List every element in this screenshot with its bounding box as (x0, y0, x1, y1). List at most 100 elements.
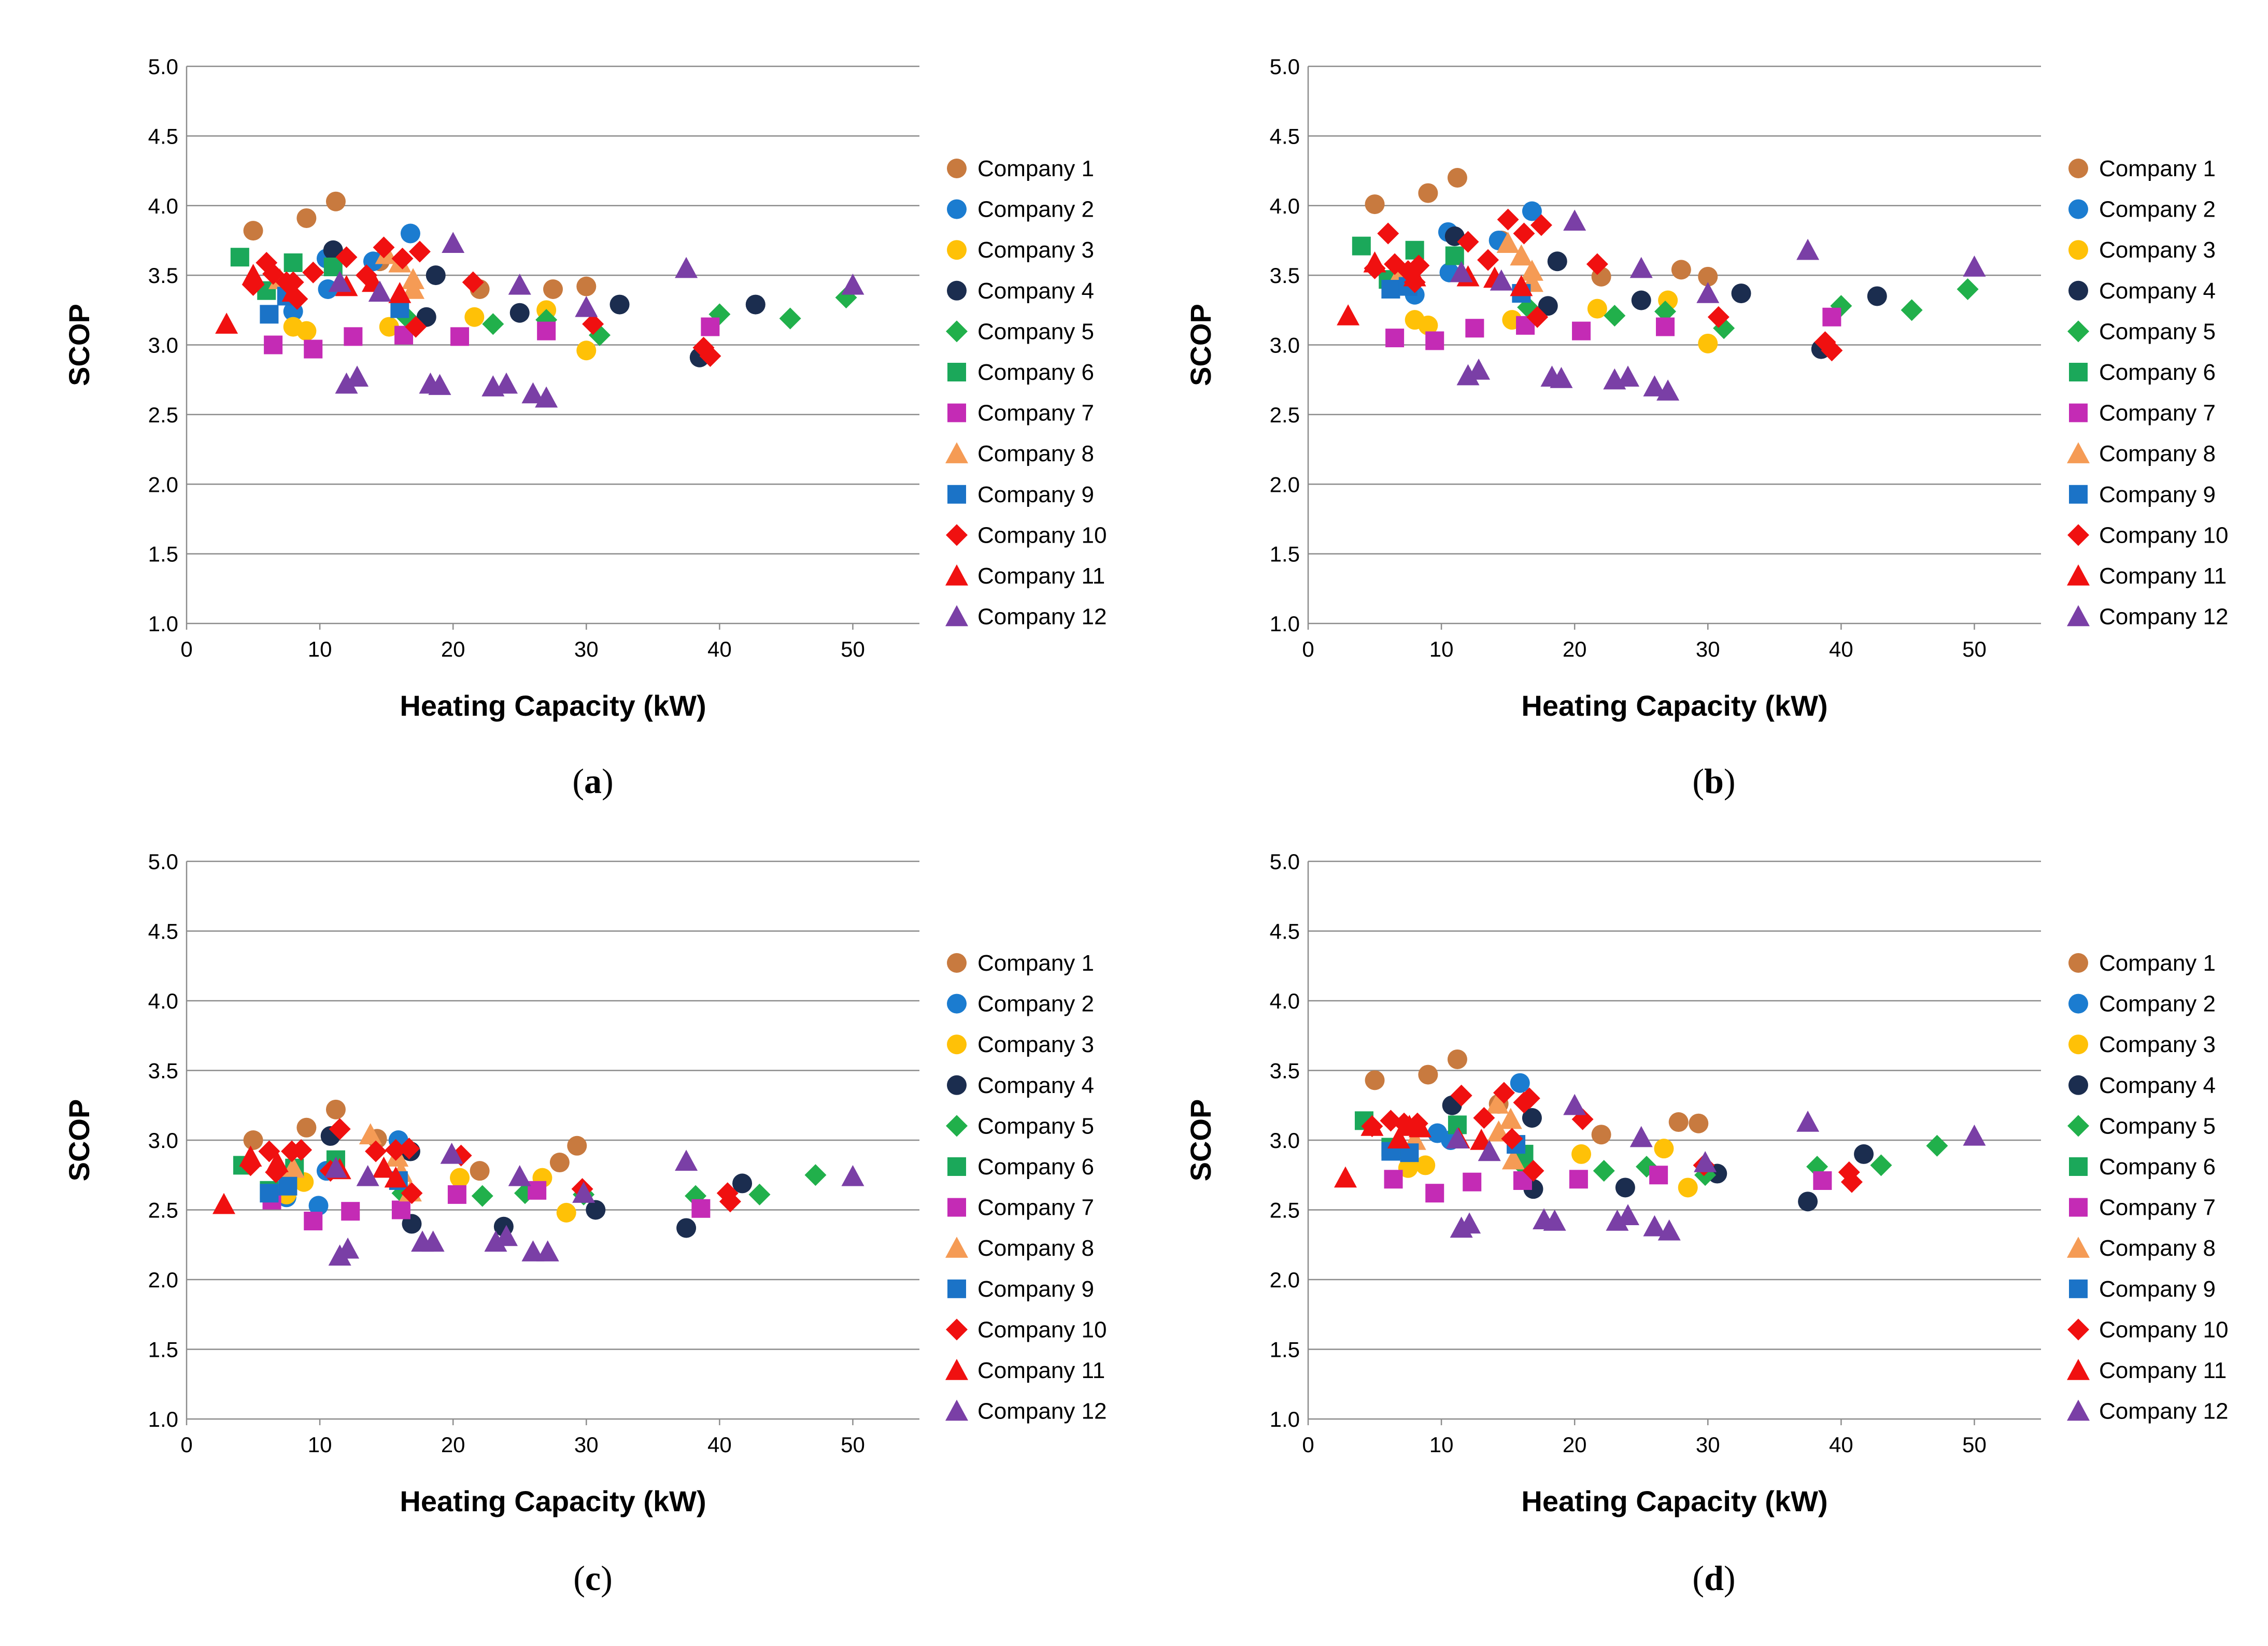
data-point (1593, 1160, 1615, 1182)
x-tick-label: 0 (180, 637, 192, 661)
legend-item: Company 5 (946, 319, 1094, 344)
data-point (1707, 306, 1730, 328)
x-axis-title: Heating Capacity (kW) (400, 689, 706, 722)
data-point (296, 1117, 317, 1138)
legend-label: Company 12 (2099, 604, 2228, 630)
legend-marker (945, 1237, 968, 1258)
legend-item: Company 4 (2068, 278, 2216, 304)
data-point (575, 295, 598, 317)
data-point (215, 313, 238, 334)
data-point (1530, 214, 1552, 236)
legend-marker (947, 1198, 966, 1217)
data-point (304, 1212, 323, 1231)
legend-marker (2067, 1318, 2089, 1341)
legend-item: Company 6 (2069, 360, 2216, 385)
data-point (1458, 1212, 1481, 1234)
legend-marker (2069, 1198, 2088, 1217)
y-tick-label: 4.0 (148, 989, 178, 1013)
legend-label: Company 6 (2099, 360, 2216, 385)
data-point (1654, 1139, 1674, 1159)
data-point (482, 313, 504, 335)
legend-item: Company 12 (945, 604, 1107, 630)
x-tick-label: 20 (441, 637, 465, 661)
legend-marker (2067, 1237, 2090, 1258)
data-point (484, 1230, 507, 1252)
data-point (1457, 231, 1479, 253)
legend-marker (2068, 1075, 2088, 1095)
data-point (1957, 278, 1979, 300)
data-point (400, 223, 420, 244)
legend-marker (2069, 363, 2088, 381)
x-tick-label: 50 (1962, 637, 1987, 661)
data-point (576, 340, 597, 361)
legend-marker (947, 159, 967, 178)
legend-marker (945, 605, 968, 627)
data-point (372, 1156, 395, 1178)
data-point (1398, 1158, 1418, 1178)
y-tick-label: 3.0 (1270, 333, 1300, 358)
data-point (356, 1165, 379, 1186)
series-company-7 (1385, 307, 1841, 350)
legend-marker (2067, 1359, 2090, 1380)
legend-label: Company 12 (977, 604, 1107, 630)
data-point (1501, 1128, 1523, 1150)
legend-marker (2067, 1115, 2089, 1137)
legend-item: Company 10 (2067, 1317, 2228, 1342)
data-point (346, 365, 369, 387)
legend-item: Company 10 (2067, 522, 2228, 548)
data-point (675, 1150, 698, 1171)
data-point (1643, 375, 1666, 396)
legend-item: Company 12 (2067, 604, 2228, 630)
legend-marker (2069, 1157, 2088, 1176)
legend-marker (2068, 1034, 2088, 1055)
legend: Company 1 Company 2 Company 3 Company 4 Comp… (2067, 950, 2228, 1424)
data-point (242, 264, 265, 285)
legend-item: Company 9 (947, 1276, 1094, 1302)
legend-item: Company 11 (2067, 1358, 2227, 1383)
legend-item: Company 2 (2068, 991, 2216, 1017)
legend-marker (947, 994, 967, 1014)
data-point (586, 1200, 606, 1220)
data-point (447, 1185, 466, 1204)
legend: Company 1 Company 2 Company 3 Company 4 Comp… (945, 156, 1107, 630)
data-point (1617, 1204, 1640, 1225)
legend-marker (2067, 442, 2090, 463)
legend-item: Company 7 (2069, 1195, 2216, 1221)
x-tick-label: 10 (1429, 637, 1454, 661)
legend-item: Company 12 (2067, 1399, 2228, 1424)
y-axis-title: SCOP (1184, 304, 1217, 386)
legend-marker (946, 1115, 968, 1137)
x-tick-label: 50 (1962, 1432, 1987, 1457)
legend-label: Company 3 (977, 1032, 1094, 1057)
legend-marker (945, 1399, 968, 1421)
y-tick-label: 3.0 (148, 333, 178, 358)
y-tick-label: 1.5 (1270, 542, 1300, 566)
data-point (1450, 261, 1473, 282)
data-point (402, 278, 425, 299)
x-tick-label: 10 (308, 637, 332, 661)
y-tick-label: 5.0 (1270, 849, 1300, 874)
series-company-7 (1384, 1166, 1832, 1203)
data-point (745, 294, 766, 315)
legend: Company 1 Company 2 Company 3 Company 4 Comp… (945, 950, 1107, 1424)
panel-c: 1.0 1.5 2.0 2.5 3.0 3.5 4.0 4.5 5.0 0 10 20 30 40 50 He… (63, 849, 1107, 1598)
data-point (535, 386, 558, 408)
legend-marker (947, 1075, 967, 1095)
data-point (359, 1123, 382, 1144)
data-point (1821, 339, 1843, 362)
data-point (278, 1176, 297, 1196)
legend-item: Company 6 (947, 1154, 1094, 1180)
data-point (1447, 1049, 1467, 1069)
legend-item: Company 11 (2067, 563, 2227, 589)
x-tick-label: 40 (1829, 1432, 1853, 1457)
legend-label: Company 2 (977, 991, 1094, 1017)
data-point (1731, 283, 1751, 304)
y-axis-title: SCOP (63, 304, 95, 386)
data-point (428, 374, 451, 395)
data-point (1510, 244, 1533, 266)
data-point (1649, 1166, 1668, 1185)
legend-marker (2069, 403, 2088, 422)
data-point (260, 305, 279, 324)
legend-item: Company 1 (947, 950, 1094, 976)
